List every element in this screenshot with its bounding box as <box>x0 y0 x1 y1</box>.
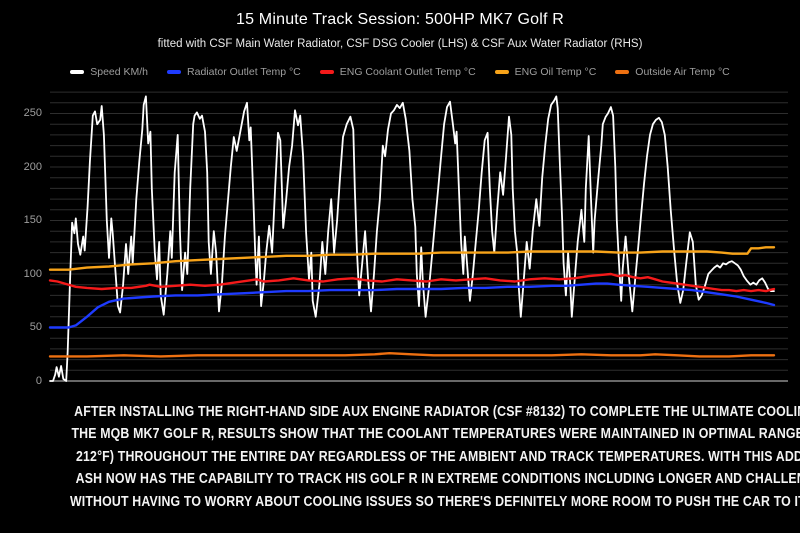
legend-item-speed: Speed KM/h <box>70 66 148 78</box>
y-tick-label: 250 <box>23 107 42 119</box>
legend-item-oil-temp: ENG Oil Temp °C <box>494 66 597 78</box>
legend-item-outside-air-temp: Outside Air Temp °C <box>615 66 730 78</box>
series-line-0 <box>49 95 775 382</box>
legend-item-coolant-outlet-temp: ENG Coolant Outlet Temp °C <box>319 66 476 78</box>
legend-label-outside-air-temp: Outside Air Temp °C <box>635 66 730 78</box>
caption-line: ASH NOW HAS THE CAPABILITY TO TRACK HIS … <box>75 471 800 488</box>
caption-line: WITHOUT HAVING TO WORRY ABOUT COOLING IS… <box>69 493 800 510</box>
series-line-4 <box>48 352 776 358</box>
legend-label-oil-temp: ENG Oil Temp °C <box>514 66 597 78</box>
caption-line: 212°F) THROUGHOUT THE ENTIRE DAY REGARDL… <box>76 448 800 465</box>
outside-air-series-swatch-icon <box>615 70 630 74</box>
legend-label-coolant-outlet-temp: ENG Coolant Outlet Temp °C <box>339 66 476 78</box>
radiator-series-swatch-icon <box>167 70 182 74</box>
legend-item-radiator-outlet-temp: Radiator Outlet Temp °C <box>167 66 301 78</box>
series-line-1 <box>48 282 776 329</box>
y-tick-label: 0 <box>35 374 42 387</box>
y-tick-label: 200 <box>23 160 42 173</box>
coolant-series-swatch-icon <box>319 70 334 74</box>
caption-line: THE MQB MK7 GOLF R, RESULTS SHOW THAT TH… <box>71 426 800 443</box>
chart-plot-area: 0 50 100 150 200 250 <box>0 85 800 397</box>
chart-subtitle: fitted with CSF Main Water Radiator, CSF… <box>157 38 643 50</box>
caption-line: AFTER INSTALLING THE RIGHT-HAND SIDE AUX… <box>74 404 800 420</box>
speed-series-swatch-icon <box>70 70 85 74</box>
y-tick-label: 100 <box>23 267 42 280</box>
series-line-3 <box>48 246 776 271</box>
series-line-2 <box>48 272 776 293</box>
page-title: 15 Minute Track Session: 500HP MK7 Golf … <box>235 11 565 28</box>
legend-label-speed: Speed KM/h <box>90 66 149 78</box>
y-tick-label: 150 <box>23 214 42 226</box>
line-chart-canvas <box>48 91 788 382</box>
chart-legend: Speed KM/h Radiator Outlet Temp °C ENG C… <box>0 66 800 78</box>
y-tick-label: 50 <box>29 321 42 333</box>
results-caption: AFTER INSTALLING THE RIGHT-HAND SIDE AUX… <box>0 401 800 513</box>
legend-label-radiator-outlet-temp: Radiator Outlet Temp °C <box>187 66 301 78</box>
oil-series-swatch-icon <box>494 70 509 74</box>
